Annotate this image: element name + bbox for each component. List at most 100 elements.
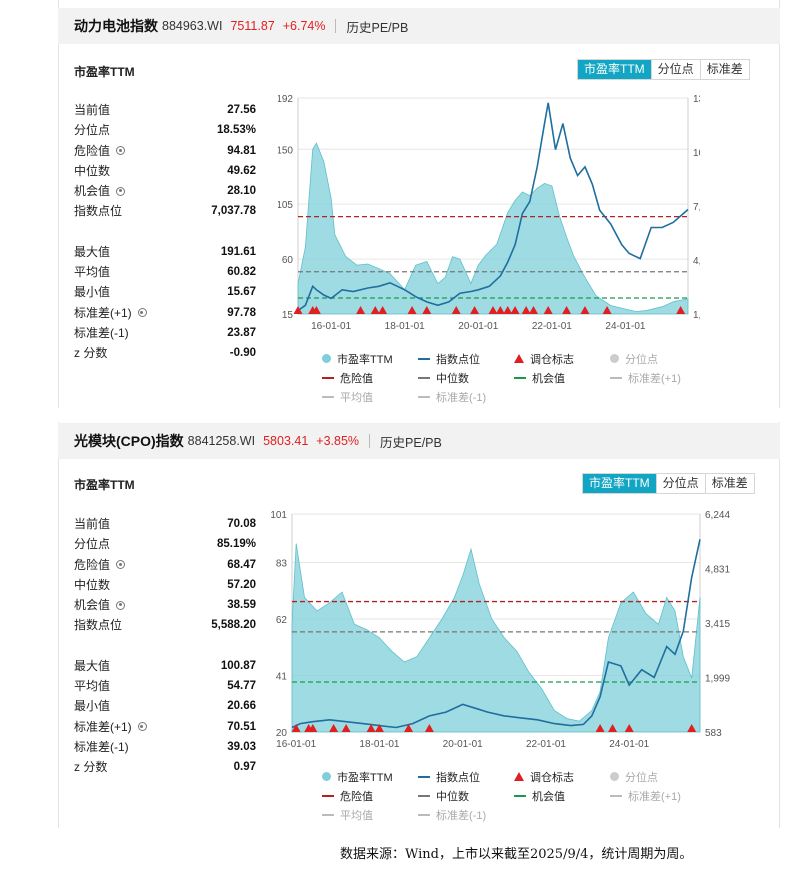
- index-code: 884963.WI: [162, 19, 223, 33]
- settings-gear-icon[interactable]: [137, 308, 147, 318]
- stat-value: 7,037.78: [211, 205, 256, 218]
- legend-item[interactable]: 调仓标志: [514, 351, 610, 367]
- legend-item[interactable]: 标准差(-1): [418, 807, 514, 823]
- legend-item[interactable]: 危险值: [322, 788, 418, 804]
- rebalance-marker: [407, 306, 417, 314]
- legend-dash-icon: [418, 794, 430, 797]
- stat-label: 危险值: [74, 141, 126, 161]
- stat-label-text: 最大值: [74, 244, 111, 259]
- valuation-chart: 15 60 105 150 192 1,000 4,121 7,242 10,363 13,481…: [278, 94, 700, 332]
- legend-label: 市盈率TTM: [337, 771, 393, 784]
- legend-dash-icon: [610, 794, 622, 797]
- index-change: +3.85%: [316, 434, 360, 448]
- stat-row: 最小值 20.66: [74, 696, 256, 716]
- legend-item[interactable]: 中位数: [418, 788, 514, 804]
- legend-label: 平均值: [340, 809, 373, 822]
- stat-label: z 分数: [74, 757, 107, 777]
- settings-gear-icon[interactable]: [116, 560, 126, 570]
- legend-item[interactable]: 市盈率TTM: [322, 769, 418, 785]
- stat-label-text: z 分数: [74, 346, 108, 361]
- tab-percentile[interactable]: 分位点: [650, 60, 700, 79]
- legend-item[interactable]: 标准差(+1): [610, 788, 706, 804]
- stat-row: 标准差(+1) 70.51: [74, 717, 256, 737]
- legend-dash-icon: [418, 376, 430, 379]
- legend-item[interactable]: 分位点: [610, 769, 706, 785]
- legend-label: 指数点位: [436, 353, 480, 366]
- stat-row: 机会值 38.59: [74, 595, 256, 615]
- legend-item[interactable]: 中位数: [418, 370, 514, 386]
- history-pe-pb-link[interactable]: 历史PE/PB: [380, 435, 442, 450]
- left-axis-tick-label: 192: [278, 94, 293, 105]
- stat-row: 中位数 49.62: [74, 161, 256, 181]
- stat-value: 60.82: [227, 266, 256, 279]
- legend-item[interactable]: 平均值: [322, 807, 418, 823]
- legend-item[interactable]: 机会值: [514, 788, 610, 804]
- rebalance-marker: [687, 724, 697, 732]
- metric-title: 市盈率TTM: [74, 65, 135, 79]
- legend-item[interactable]: 分位点: [610, 351, 706, 367]
- legend-item[interactable]: 指数点位: [418, 351, 514, 367]
- tab-std-dev[interactable]: 标准差: [699, 60, 749, 79]
- stat-value: 20.66: [227, 700, 256, 713]
- legend-item[interactable]: 指数点位: [418, 769, 514, 785]
- stat-label: 分位点: [74, 534, 110, 554]
- settings-gear-icon[interactable]: [116, 600, 126, 610]
- stat-value: 70.51: [227, 720, 256, 733]
- tab-pe-ttm[interactable]: 市盈率TTM: [578, 60, 651, 79]
- stat-value: 54.77: [227, 680, 256, 693]
- legend-item[interactable]: 标准差(-1): [418, 389, 514, 405]
- stat-label-text: 最小值: [74, 699, 111, 714]
- stat-row: 指数点位 5,588.20: [74, 615, 256, 635]
- panel-border-left: [58, 422, 59, 828]
- legend-dash-icon: [418, 813, 430, 816]
- stat-value: 100.87: [220, 659, 256, 672]
- stats-panel: 当前值 70.08 分位点 85.19% 危险值 68.47 中位数 57.20 机会值 38.5…: [74, 514, 256, 778]
- rebalance-marker: [422, 306, 432, 314]
- chart-legend: 市盈率TTM 指数点位 调仓标志 分位点危险值 中位数 机会值 标准差(+1) 平均值 标准差(…: [322, 349, 706, 406]
- stat-row: 机会值 28.10: [74, 181, 256, 201]
- x-axis-tick-label: 22-01-01: [526, 739, 566, 750]
- right-axis-tick-label: 10,363: [693, 148, 700, 159]
- right-axis-tick-label: 3,415: [705, 619, 730, 630]
- legend-label: 分位点: [625, 771, 658, 784]
- index-price: 7511.87: [230, 19, 275, 33]
- stat-value: 0.97: [233, 761, 256, 774]
- settings-gear-icon[interactable]: [116, 186, 126, 196]
- rebalance-marker: [374, 724, 384, 732]
- legend-item[interactable]: 市盈率TTM: [322, 351, 418, 367]
- legend-item[interactable]: 危险值: [322, 370, 418, 386]
- stat-row: z 分数 0.97: [74, 757, 256, 777]
- legend-label: 分位点: [625, 353, 658, 366]
- stat-label-text: 指数点位: [74, 618, 123, 633]
- legend-item[interactable]: 调仓标志: [514, 769, 610, 785]
- left-axis-tick-label: 101: [270, 510, 287, 521]
- right-axis-tick-label: 6,244: [705, 510, 730, 521]
- tab-percentile[interactable]: 分位点: [655, 474, 705, 493]
- legend-label: 危险值: [340, 372, 373, 385]
- x-axis-tick-label: 16-01-01: [311, 321, 351, 332]
- stat-value: 49.62: [227, 164, 256, 177]
- legend-item[interactable]: 标准差(+1): [610, 370, 706, 386]
- stat-row: 分位点 18.53%: [74, 120, 256, 140]
- stat-label-text: 最大值: [74, 658, 111, 673]
- legend-item[interactable]: 平均值: [322, 389, 418, 405]
- stat-value: 18.53%: [216, 124, 256, 137]
- legend-dot-icon: [322, 354, 331, 363]
- rebalance-marker: [451, 306, 461, 314]
- left-axis-tick-label: 60: [282, 255, 294, 266]
- stat-row: 中位数 57.20: [74, 575, 256, 595]
- settings-gear-icon[interactable]: [116, 146, 126, 156]
- x-axis-tick-label: 24-01-01: [609, 739, 649, 750]
- settings-gear-icon[interactable]: [137, 722, 147, 732]
- stat-label-text: 中位数: [74, 577, 111, 592]
- history-pe-pb-link[interactable]: 历史PE/PB: [346, 20, 409, 35]
- stat-label-text: 指数点位: [74, 204, 123, 219]
- tab-pe-ttm[interactable]: 市盈率TTM: [583, 474, 656, 493]
- legend-item[interactable]: 机会值: [514, 370, 610, 386]
- index-code: 8841258.WI: [187, 434, 256, 448]
- tab-std-dev[interactable]: 标准差: [704, 474, 754, 493]
- legend-line-icon: [418, 775, 430, 778]
- rebalance-marker: [503, 306, 513, 314]
- stat-value: 38.59: [227, 599, 256, 612]
- stat-row: 危险值 68.47: [74, 555, 256, 575]
